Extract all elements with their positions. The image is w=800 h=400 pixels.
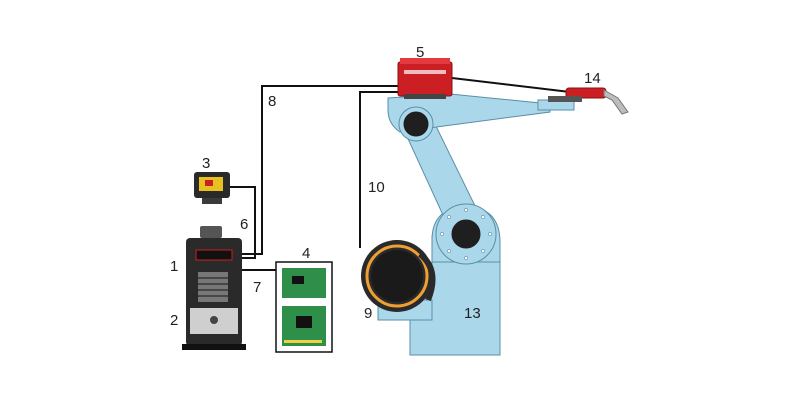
wire-feeder-top	[400, 58, 450, 64]
positioner	[361, 240, 436, 321]
control-knob-icon	[210, 316, 218, 324]
power-source-display	[195, 249, 233, 261]
power-source-vents	[198, 272, 228, 302]
board-chip-1	[292, 276, 304, 284]
positioner-orange-ring	[365, 244, 429, 308]
wire-feeder-box	[397, 61, 453, 97]
torch-handle	[548, 96, 582, 102]
shoulder-joint-icon	[451, 219, 481, 249]
teach-pendant	[194, 172, 230, 204]
board-connector	[284, 340, 322, 343]
power-source-base	[182, 344, 246, 350]
label-power-source: 1	[170, 258, 178, 275]
cable-8	[240, 85, 398, 255]
label-positioner: 9	[364, 305, 372, 322]
shoulder-bolts	[440, 208, 492, 260]
label-robot: 13	[464, 305, 481, 322]
board-chip-2	[296, 316, 312, 328]
number-labels: 1 2 3 4 5 6 7 8 9 10 13 14	[170, 44, 601, 329]
torch-neck	[603, 89, 629, 115]
label-cable-6: 6	[240, 216, 248, 233]
torch	[548, 87, 629, 115]
wire-feeder-mount	[404, 94, 446, 99]
pendant-base	[202, 198, 222, 204]
label-boards: 4	[302, 245, 310, 262]
label-wire-feeder: 5	[416, 44, 424, 61]
wire-feeder-stripe	[404, 70, 446, 74]
positioner-face	[371, 250, 423, 302]
wire-feeder	[397, 58, 453, 99]
label-control-panel: 2	[170, 312, 178, 329]
label-cable-8: 8	[268, 93, 276, 110]
cable-10	[359, 91, 398, 248]
interface-boards	[275, 261, 333, 353]
elbow-joint-icon	[403, 111, 429, 137]
label-cable-10: 10	[368, 179, 385, 196]
power-source-handle	[200, 226, 222, 238]
cable-feeder-torch	[451, 77, 571, 93]
label-torch: 14	[584, 70, 601, 87]
pendant-screen-red	[205, 180, 213, 186]
cable-6	[228, 186, 256, 259]
power-source	[182, 226, 246, 350]
label-cable-7: 7	[253, 279, 261, 296]
power-source-vent-lines	[198, 277, 228, 297]
positioner-clamp	[417, 251, 436, 302]
cables	[228, 77, 571, 271]
label-pendant: 3	[202, 155, 210, 172]
